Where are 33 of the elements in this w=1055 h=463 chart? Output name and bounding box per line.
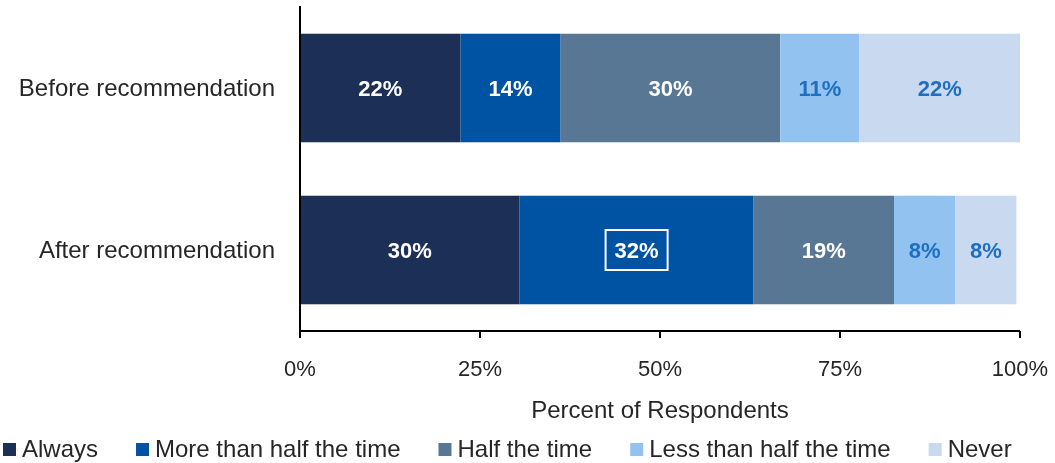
x-tick-label: 0% [284, 355, 316, 381]
bar [780, 33, 860, 143]
bar [300, 33, 461, 143]
bar [460, 33, 561, 143]
bar [300, 195, 520, 305]
bar [894, 195, 956, 305]
data-label: 22% [917, 75, 962, 101]
bar [560, 33, 781, 143]
x-tick-label: 25% [457, 355, 503, 381]
data-label: 14% [488, 75, 533, 101]
legend-label: More than half the time [155, 435, 401, 463]
data-label: 30% [648, 75, 693, 101]
data-label: 30% [387, 237, 432, 263]
legend-label: Always [22, 435, 99, 463]
data-label: 8% [969, 237, 1002, 263]
data-label: 8% [908, 237, 941, 263]
y-tick-label: Before recommendation [18, 74, 275, 102]
x-tick-label: 75% [817, 355, 863, 381]
x-axis-title: Percent of Respondents [531, 396, 789, 424]
x-tick-label: 50% [637, 355, 683, 381]
data-label: 11% [798, 75, 842, 101]
legend-label: Less than half the time [649, 435, 891, 463]
data-label: 19% [801, 237, 846, 263]
data-label: 32% [614, 237, 659, 263]
legend-label: Half the time [457, 435, 593, 463]
bar [753, 195, 894, 305]
y-tick-label: After recommendation [38, 236, 275, 264]
bar [859, 33, 1020, 143]
legend-label: Never [947, 435, 1012, 463]
bar [955, 195, 1017, 305]
x-tick-label: 100% [991, 355, 1049, 381]
bar [519, 195, 754, 305]
data-label: 22% [358, 75, 403, 101]
